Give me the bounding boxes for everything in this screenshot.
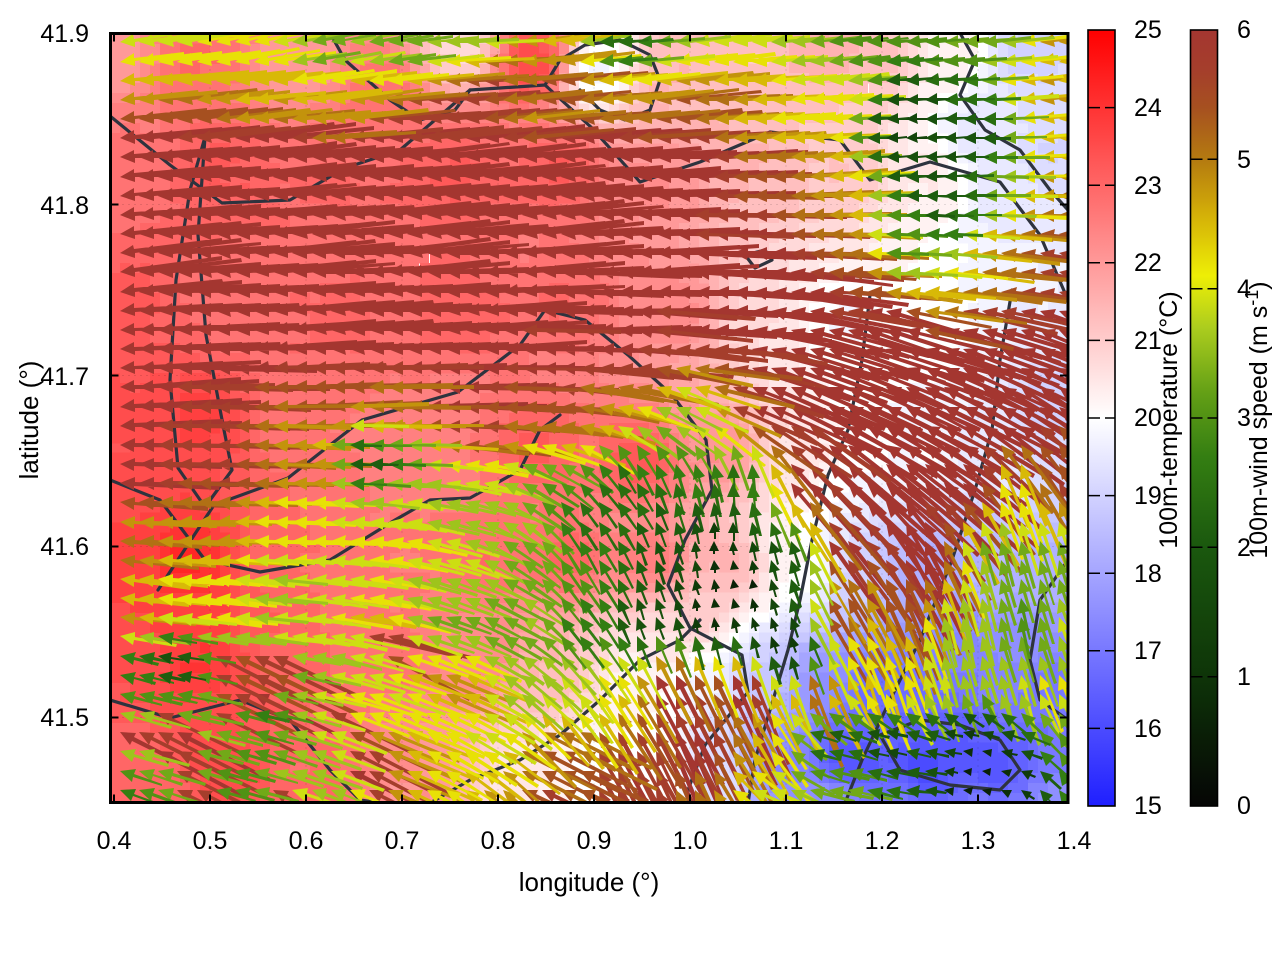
svg-text:6: 6: [1237, 16, 1251, 44]
svg-text:4: 4: [1237, 275, 1251, 303]
svg-text:1.4: 1.4: [1057, 827, 1092, 855]
svg-text:0.7: 0.7: [385, 827, 420, 855]
svg-text:0.6: 0.6: [289, 827, 324, 855]
svg-text:1.0: 1.0: [673, 827, 708, 855]
svg-text:1.2: 1.2: [865, 827, 900, 855]
svg-text:0.8: 0.8: [481, 827, 516, 855]
svg-text:25: 25: [1134, 16, 1162, 44]
svg-text:15: 15: [1134, 792, 1162, 820]
svg-text:5: 5: [1237, 146, 1251, 174]
svg-text:0.4: 0.4: [97, 827, 132, 855]
svg-text:19: 19: [1134, 482, 1162, 510]
svg-text:22: 22: [1134, 249, 1162, 277]
svg-text:latitude (°): latitude (°): [14, 361, 44, 480]
svg-text:24: 24: [1134, 94, 1162, 122]
svg-text:21: 21: [1134, 327, 1162, 355]
svg-text:41.6: 41.6: [40, 533, 89, 561]
svg-text:41.7: 41.7: [40, 363, 89, 391]
svg-text:100m-temperature (°C): 100m-temperature (°C): [1155, 291, 1183, 548]
svg-text:3: 3: [1237, 404, 1251, 432]
svg-text:100m-wind speed (m s-1): 100m-wind speed (m s-1): [1242, 281, 1273, 558]
svg-text:2: 2: [1237, 534, 1251, 562]
svg-text:16: 16: [1134, 715, 1162, 743]
svg-text:0.9: 0.9: [577, 827, 612, 855]
svg-text:1.3: 1.3: [961, 827, 996, 855]
svg-text:41.8: 41.8: [40, 192, 89, 220]
svg-text:17: 17: [1134, 637, 1162, 665]
svg-text:20: 20: [1134, 404, 1162, 432]
svg-text:41.9: 41.9: [40, 20, 89, 48]
svg-text:longitude (°): longitude (°): [519, 867, 659, 897]
svg-text:0.5: 0.5: [193, 827, 228, 855]
svg-text:0: 0: [1237, 792, 1251, 820]
svg-text:1: 1: [1237, 663, 1251, 691]
svg-text:41.5: 41.5: [40, 704, 89, 732]
svg-text:23: 23: [1134, 172, 1162, 200]
svg-text:18: 18: [1134, 560, 1162, 588]
svg-text:1.1: 1.1: [769, 827, 804, 855]
